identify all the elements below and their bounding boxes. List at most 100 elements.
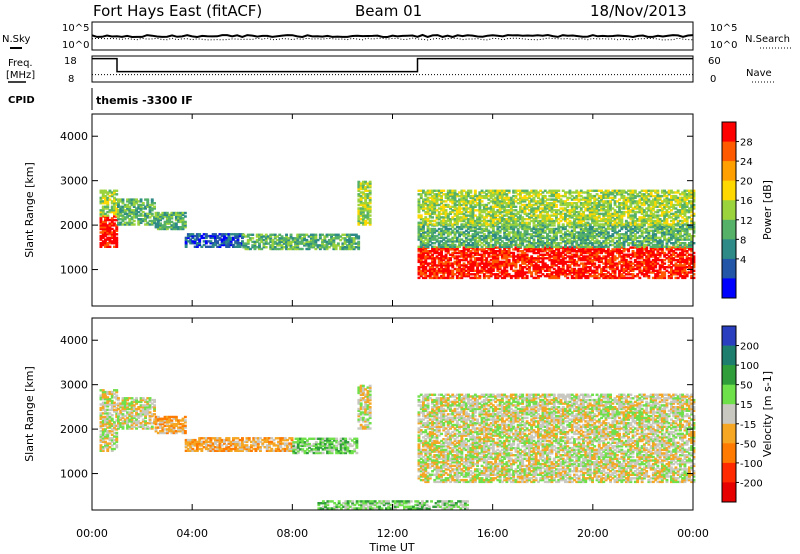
heat-cell (442, 245, 446, 248)
heat-cell (683, 253, 687, 256)
heat-cell (428, 267, 432, 271)
heat-cell (588, 250, 592, 253)
heat-cell (437, 242, 441, 245)
heat-cell (104, 205, 107, 208)
heat-cell (564, 257, 567, 260)
heat-cell (227, 236, 231, 240)
heat-cell (99, 242, 103, 245)
heat-cell (485, 227, 489, 231)
heat-cell (354, 237, 358, 240)
heat-cell (159, 217, 162, 220)
heat-cell (417, 233, 421, 236)
heat-cell (672, 269, 676, 272)
heat-cell (507, 264, 511, 267)
heat-cell (595, 269, 599, 272)
heat-cell (573, 271, 576, 274)
heat-cell (476, 233, 479, 236)
heat-cell (101, 210, 105, 214)
heat-cell (582, 267, 585, 271)
heat-cell (417, 238, 421, 241)
heat-cell (455, 269, 459, 272)
heat-cell (577, 274, 581, 278)
heat-cell (503, 248, 507, 251)
heat-cell (455, 226, 459, 229)
heat-cell (426, 251, 430, 255)
heat-cell (582, 255, 585, 258)
heat-cell (424, 234, 428, 238)
heat-cell (433, 258, 437, 262)
heat-cell (460, 271, 464, 274)
heat-cell (291, 238, 295, 242)
heat-cell (663, 262, 667, 265)
heat-cell (636, 248, 640, 251)
heat-cell (478, 253, 482, 256)
heat-cell (537, 276, 540, 280)
heat-cell (422, 243, 425, 247)
heat-cell (534, 262, 538, 265)
heat-cell (561, 269, 565, 272)
heat-cell (509, 267, 513, 271)
heat-cell (113, 242, 116, 245)
heat-cell (566, 273, 570, 276)
heat-cell (663, 258, 667, 262)
heat-cell (424, 260, 428, 264)
heat-cell (264, 235, 268, 238)
heat-cell (519, 274, 522, 278)
heat-cell (271, 233, 275, 236)
heat-cell (433, 264, 437, 267)
heat-cell (579, 253, 583, 256)
heat-cell (491, 238, 495, 241)
heat-cell (119, 205, 123, 208)
heat-cell (181, 227, 185, 231)
heat-cell (449, 243, 452, 247)
heat-cell (364, 186, 368, 189)
heat-cell (570, 271, 574, 274)
heat-cell (153, 219, 156, 223)
heat-cell (485, 234, 489, 238)
heat-cell (204, 242, 208, 245)
heat-cell (588, 258, 592, 262)
heat-cell (341, 233, 345, 236)
heat-cell (469, 255, 473, 258)
heat-cell (282, 240, 286, 244)
heat-cell (519, 257, 522, 260)
heat-cell (435, 271, 439, 274)
heat-cell (627, 273, 630, 276)
heat-cell (163, 215, 167, 218)
heat-cell (339, 238, 343, 242)
heat-cell (688, 262, 691, 265)
heat-cell (543, 262, 547, 265)
heat-cell (564, 269, 567, 272)
heat-cell (108, 227, 112, 231)
heat-cell (451, 236, 455, 240)
heat-cell (179, 218, 183, 222)
heat-cell (654, 269, 658, 272)
heat-cell (108, 224, 112, 227)
heat-cell (631, 274, 635, 278)
heat-cell (676, 264, 680, 267)
heat-cell (627, 276, 630, 280)
heat-cell (523, 253, 527, 256)
heat-cell (622, 267, 626, 271)
heat-cell (609, 267, 612, 271)
heat-cell (482, 274, 486, 278)
heat-cell (422, 262, 425, 265)
heat-cell (588, 255, 592, 258)
heat-cell (482, 262, 486, 265)
heat-cell (303, 237, 306, 240)
heat-cell (557, 253, 561, 256)
heat-cell (357, 221, 361, 224)
heat-cell (168, 220, 171, 224)
heat-cell (615, 248, 619, 251)
heat-cell (357, 189, 361, 192)
heat-cell (629, 264, 633, 267)
heat-cell (640, 262, 644, 265)
heat-cell (458, 271, 461, 274)
heat-cell (464, 257, 468, 260)
heat-cell (521, 269, 525, 272)
heat-cell (688, 258, 691, 262)
heat-cell (343, 233, 347, 236)
heat-cell (537, 274, 540, 278)
heat-cell (101, 220, 105, 224)
heat-cell (611, 271, 615, 274)
